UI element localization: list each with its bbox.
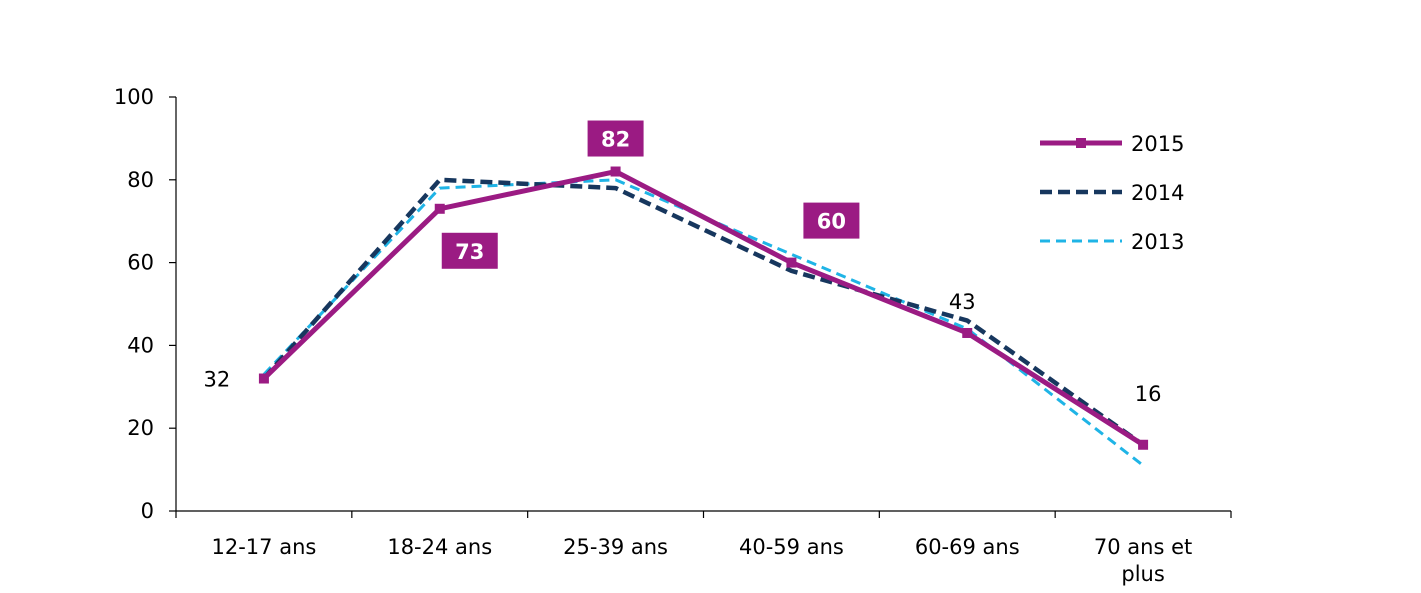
- y-tick-label: 100: [114, 85, 154, 109]
- y-tick-label: 20: [127, 416, 154, 440]
- data-point-2015: [258, 373, 269, 384]
- y-tick-label: 0: [141, 499, 154, 523]
- x-tick-label: 12-17 ans: [212, 535, 317, 559]
- data-label-box: [587, 120, 644, 157]
- legend-label-2014: 2014: [1131, 181, 1184, 205]
- data-label: 43: [949, 290, 976, 314]
- data-label-box: [803, 202, 860, 239]
- x-tick-label: 60-69 ans: [915, 535, 1020, 559]
- y-tick-label: 40: [127, 333, 154, 357]
- x-tick-label: 40-59 ans: [739, 535, 844, 559]
- x-tick-label: 25-39 ans: [563, 535, 668, 559]
- series-line-2013: [262, 178, 1145, 467]
- data-label: 60: [817, 210, 846, 234]
- data-point-2015: [434, 203, 445, 214]
- series-line-2015: [262, 169, 1145, 447]
- chart-legend: 2015 2014 2013: [1040, 132, 1184, 254]
- data-label: 82: [601, 128, 630, 152]
- data-point-2015: [962, 327, 973, 338]
- data-label-box: [441, 232, 498, 269]
- data-point-2015: [610, 166, 621, 177]
- legend-label-2015: 2015: [1131, 132, 1184, 156]
- legend-marker-2015: [1076, 138, 1086, 148]
- series-layer: [258, 166, 1149, 467]
- x-tick-label: 70 ans et plus: [1094, 535, 1192, 586]
- data-labels-layer: 32 73 82 60 43 16: [204, 120, 1162, 406]
- y-tick-label: 80: [127, 168, 154, 192]
- data-point-2015: [1138, 439, 1149, 450]
- data-point-2015: [786, 257, 797, 268]
- legend-label-2013: 2013: [1131, 230, 1184, 254]
- data-label: 32: [204, 368, 231, 392]
- data-label: 73: [455, 240, 484, 264]
- x-tick-label: 18-24 ans: [387, 535, 492, 559]
- series-line-2014: [262, 177, 1145, 447]
- y-tick-label: 60: [127, 251, 154, 275]
- data-label: 16: [1135, 382, 1162, 406]
- chart-axes: 0 20 40 60 80 100 12-17 ans 18-24 ans 25-39 ans 4…: [114, 85, 1232, 586]
